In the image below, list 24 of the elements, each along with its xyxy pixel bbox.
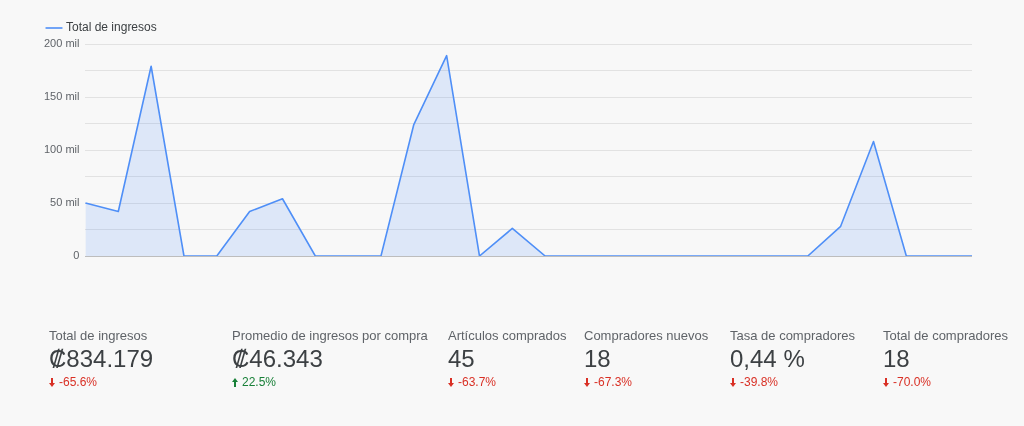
category-label: Artículos comprados: [448, 327, 568, 344]
text: -39.8%: [740, 375, 779, 389]
y-tick-label: 0: [73, 249, 80, 262]
category-label: Tasa de compradores: [730, 327, 856, 344]
y-tick-label: 100 mil: [43, 143, 80, 156]
y-tick-label: 200 mil: [43, 37, 80, 50]
legend-label: Total de ingresos: [66, 20, 157, 35]
text: ₡834.179: [49, 344, 155, 374]
text: 22.5%: [242, 375, 277, 389]
text: -65.6%: [59, 375, 98, 389]
y-tick-label: 150 mil: [43, 90, 80, 103]
category-label: Total de ingresos: [49, 327, 149, 344]
text: -63.7%: [458, 375, 497, 389]
category-label: Total de compradores: [883, 327, 1009, 344]
y-tick-label: 50 mil: [50, 196, 80, 209]
text: ₡46.343: [232, 344, 324, 374]
text: 18: [584, 344, 612, 374]
text: 45: [448, 344, 476, 374]
category-label: Compradores nuevos: [584, 327, 710, 344]
text: 18: [883, 344, 911, 374]
category-label: Promedio de ingresos por compra: [232, 327, 429, 344]
text: -70.0%: [893, 375, 932, 389]
text: 0,44 %: [730, 344, 806, 374]
text: -67.3%: [594, 375, 633, 389]
